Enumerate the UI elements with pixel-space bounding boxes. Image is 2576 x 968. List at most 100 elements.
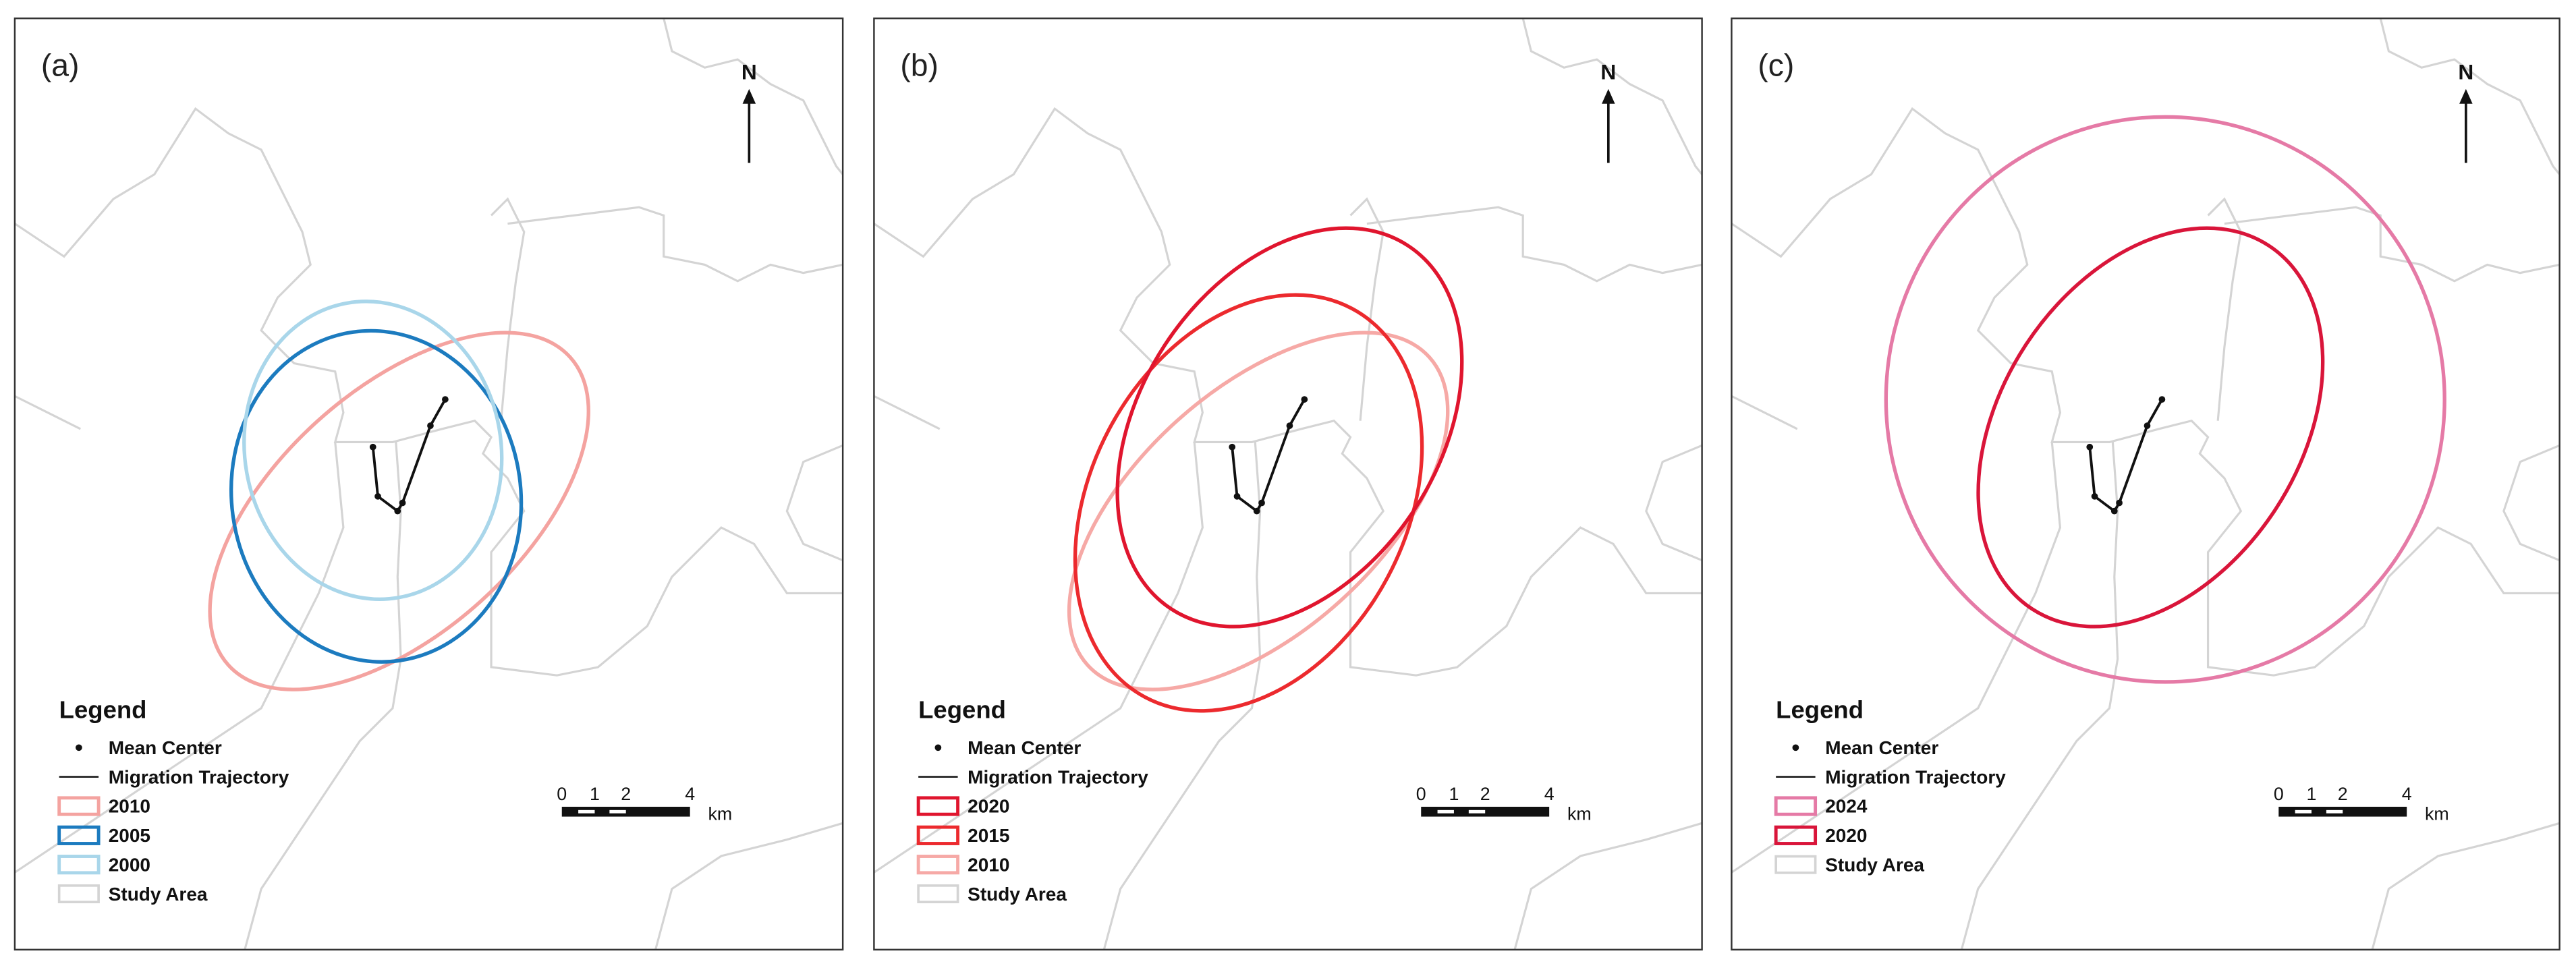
mean-center (2158, 396, 2166, 403)
study-area-boundary (1521, 18, 1702, 175)
map-body (1731, 18, 2560, 950)
scale-tick-label: 4 (685, 784, 695, 804)
panel-label: (a) (41, 47, 80, 82)
legend-title: Legend (918, 695, 1006, 723)
standard-deviational-ellipse (242, 300, 504, 601)
scale-bar-segment (609, 809, 626, 814)
map-body (874, 18, 1702, 950)
study-area-boundary (654, 822, 843, 950)
legend-item: 2005 (109, 825, 150, 846)
study-area-boundary (1513, 822, 1702, 950)
standard-deviational-ellipse (229, 329, 524, 664)
legend-item: Migration Trajectory (1825, 766, 2006, 787)
study-area-boundary (785, 444, 843, 562)
map-panel: (a) N Legend Mean Center Migration Trajector… (13, 17, 844, 951)
panel-label: (c) (1758, 47, 1794, 82)
map-body (14, 18, 843, 950)
legend-symbol (917, 884, 959, 904)
legend-symbol (1774, 825, 1818, 845)
legend-item: 2015 (968, 825, 1009, 846)
study-area-boundary (2371, 822, 2560, 950)
legend-item: Study Area (1825, 854, 1924, 875)
study-area-boundary (1731, 442, 2062, 874)
mean-center (1301, 396, 1308, 403)
mean-center (1258, 499, 1265, 507)
mean-center (2091, 492, 2098, 500)
legend-symbol (57, 796, 101, 816)
mean-center (1229, 443, 1236, 451)
mean-center (2144, 422, 2151, 429)
study-area-boundary (1731, 395, 1798, 430)
legend-symbol (57, 855, 101, 875)
north-label: N (2458, 59, 2473, 84)
mean-center (2110, 507, 2118, 515)
study-area-boundary (874, 107, 1702, 677)
study-area-boundary (1960, 442, 2119, 950)
north-label: N (741, 59, 757, 84)
legend-symbol (934, 744, 942, 751)
mean-center (374, 492, 381, 500)
legend-item: Mean Center (1825, 737, 1938, 758)
legend-item: 2010 (109, 796, 150, 817)
legend-item: 2020 (1825, 825, 1867, 846)
standard-deviational-ellipse (208, 331, 590, 691)
migration-trajectory (1231, 399, 1306, 513)
study-area-boundary (2224, 206, 2560, 283)
panel-frame (1731, 17, 2560, 951)
legend-item: Mean Center (968, 737, 1081, 758)
scale-tick-label: 1 (1449, 784, 1459, 804)
study-area-boundary (14, 107, 843, 677)
legend-symbol (57, 825, 101, 845)
scale-tick-label: 2 (1480, 784, 1490, 804)
scale-bar-segment (1437, 809, 1454, 814)
legend-item: Migration Trajectory (109, 766, 289, 787)
legend-item: 2020 (968, 796, 1009, 817)
study-area-boundary (14, 442, 345, 874)
map-panel: (b) N Legend Mean Center Migration Trajector… (873, 17, 1703, 951)
legend-symbol (1774, 855, 1817, 874)
legend-item: 2024 (1825, 796, 1868, 817)
legend-title: Legend (1776, 695, 1864, 723)
study-area-boundary (507, 206, 843, 283)
mean-center (399, 499, 406, 507)
scale-bar-segment (2326, 809, 2343, 814)
legend-symbol (916, 796, 960, 816)
north-arrowhead (742, 88, 756, 104)
standard-deviational-ellipse (1073, 293, 1424, 713)
study-area-boundary (874, 395, 941, 430)
legend-symbol (1792, 744, 1799, 751)
legend-item: Study Area (968, 884, 1067, 905)
mean-center (394, 507, 401, 515)
mean-center (1286, 422, 1293, 429)
mean-center (369, 443, 376, 451)
legend-item: Migration Trajectory (968, 766, 1148, 787)
migration-trajectory (371, 399, 447, 513)
study-area-boundary (1349, 197, 1384, 421)
study-area-boundary (1102, 442, 1262, 950)
standard-deviational-ellipse (1115, 226, 1464, 629)
scale-bar-segment (578, 809, 595, 814)
scale-bar-segment (2295, 809, 2312, 814)
mean-center (2086, 443, 2094, 451)
panel-frame (13, 17, 844, 951)
scale-tick-label: 0 (1416, 784, 1426, 804)
map-background (1731, 18, 2560, 950)
migration-trajectory (2088, 399, 2164, 513)
map-background (14, 18, 843, 950)
scale-tick-label: 4 (2402, 784, 2412, 804)
scale-tick-label: 1 (2307, 784, 2317, 804)
legend-item: Mean Center (109, 737, 222, 758)
north-label: N (1600, 59, 1616, 84)
legend-symbol (916, 825, 960, 845)
scale-tick-label: 0 (557, 784, 567, 804)
standard-deviational-ellipse (1976, 226, 2325, 629)
standard-deviational-ellipse (1067, 331, 1450, 691)
mean-center (1253, 507, 1260, 515)
legend-item: 2010 (968, 854, 1009, 875)
standard-deviational-ellipse (1884, 115, 2446, 684)
study-area-boundary (2207, 197, 2242, 421)
north-arrowhead (1602, 88, 1615, 104)
map-background (874, 18, 1702, 950)
